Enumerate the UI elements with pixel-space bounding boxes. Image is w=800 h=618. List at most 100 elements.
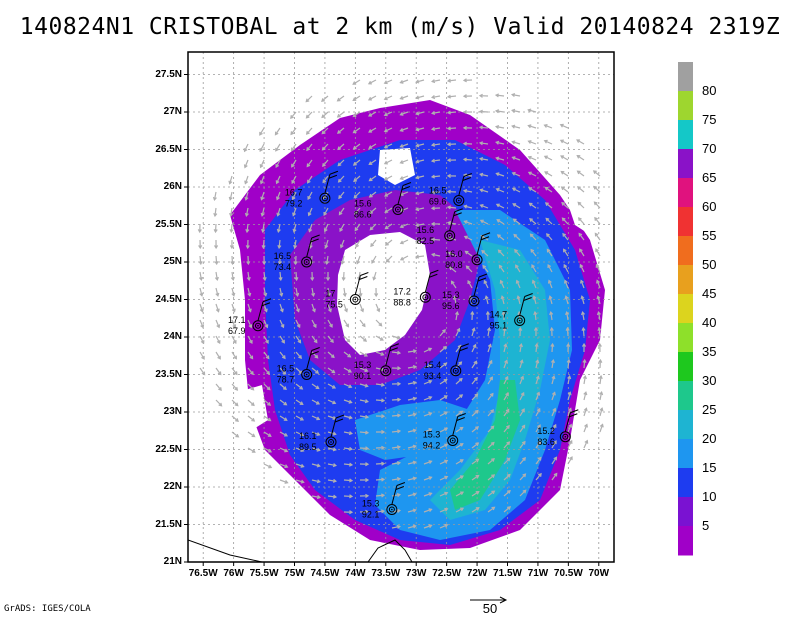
wind-arrow <box>510 92 521 98</box>
wind-arrow <box>501 310 506 321</box>
wind-arrow <box>383 159 393 165</box>
wind-arrow <box>215 287 220 297</box>
wind-arrow <box>439 443 449 449</box>
wind-arrow <box>446 189 457 194</box>
wind-arrow <box>372 271 377 281</box>
lat-tick-label: 23N <box>163 406 182 417</box>
wind-arrow <box>519 489 527 497</box>
wind-arrow <box>479 204 489 209</box>
wind-arrow <box>277 255 283 266</box>
wind-arrow <box>511 156 521 161</box>
colorbar-swatch <box>678 294 693 324</box>
wind-arrow <box>359 303 365 313</box>
wind-barb <box>328 174 338 179</box>
wind-arrow <box>487 490 496 497</box>
wind-arrow <box>198 239 203 250</box>
wind-arrow <box>482 264 489 273</box>
wind-arrow <box>430 95 441 100</box>
station-temp-label: 17.2 <box>393 286 411 296</box>
wind-arrow <box>231 383 239 391</box>
wind-arrow <box>322 159 329 167</box>
wind-arrow <box>262 255 267 266</box>
wind-arrow <box>311 319 317 329</box>
wind-barb <box>459 347 468 352</box>
wind-barb <box>310 238 319 243</box>
wind-arrow <box>295 479 305 484</box>
wind-arrow <box>384 191 393 197</box>
wind-arrow <box>561 217 569 225</box>
lat-tick-label: 24.5N <box>155 293 182 305</box>
colorbar-swatch <box>678 468 693 498</box>
wind-arrow <box>339 223 345 233</box>
wind-arrow <box>471 327 476 337</box>
wind-arrow <box>368 191 377 198</box>
wind-arrow <box>563 263 569 273</box>
wind-barb <box>453 212 462 217</box>
coastline-south <box>367 539 413 562</box>
wind-arrow <box>446 94 457 99</box>
wind-arrow <box>307 207 313 217</box>
wind-arrow <box>263 367 271 375</box>
wind-arrow <box>543 155 553 161</box>
station-rh-label: 89.5 <box>299 442 317 452</box>
station-rh-label: 79.2 <box>285 198 303 208</box>
wind-arrow <box>391 477 402 482</box>
wind-arrow <box>513 233 521 241</box>
wind-barb-staff <box>424 273 431 293</box>
wind-arrow <box>295 415 305 421</box>
wind-arrow <box>359 367 369 373</box>
wind-arrow <box>560 155 569 161</box>
wind-arrow <box>565 310 570 321</box>
wind-arrow <box>295 303 300 313</box>
station-rh-label: 95.1 <box>490 321 508 331</box>
wind-arrow <box>471 343 477 353</box>
wind-arrow <box>527 171 537 177</box>
wind-arrow <box>446 173 457 178</box>
wind-barb <box>477 277 487 282</box>
wind-arrow <box>292 207 297 217</box>
wind-arrow <box>471 409 479 417</box>
wind-arrow <box>546 233 553 241</box>
station-temp-label: 17.1 <box>228 315 246 325</box>
wind-arrow <box>535 472 542 481</box>
colorbar-label: 65 <box>702 170 717 185</box>
wind-barb <box>311 234 320 239</box>
wind-barb-staff <box>564 412 571 432</box>
wind-arrow <box>597 342 602 353</box>
wind-arrow <box>215 367 222 376</box>
wind-arrow <box>576 170 585 177</box>
wind-arrow <box>455 475 464 481</box>
station-temp-label: 15.3 <box>442 290 460 300</box>
wind-arrow <box>368 175 377 182</box>
wind-barb-staff <box>391 485 398 505</box>
wind-barb <box>460 343 469 348</box>
wind-arrow <box>247 431 256 438</box>
wind-arrow <box>359 446 370 451</box>
station-temp-label: 16.5 <box>277 364 295 374</box>
wind-arrow <box>560 170 569 177</box>
wind-arrow <box>375 429 386 435</box>
wind-arrow <box>391 461 402 466</box>
wind-arrow <box>247 367 254 376</box>
wind-arrow <box>423 444 433 449</box>
lon-tick-label: 74.5W <box>310 568 340 579</box>
wind-arrow <box>343 462 354 467</box>
wind-barb <box>478 273 488 278</box>
wind-barb-staff <box>449 211 456 231</box>
wind-arrow <box>423 476 433 481</box>
wind-arrow <box>487 376 493 385</box>
wind-arrow <box>562 248 569 257</box>
wind-arrow <box>494 109 505 114</box>
wind-arrow <box>323 223 329 233</box>
wind-arrow <box>567 456 573 465</box>
wind-arrow <box>262 271 267 282</box>
wind-arrow <box>358 287 363 298</box>
wind-arrow <box>199 335 205 345</box>
wind-arrow <box>353 175 361 183</box>
wind-arrow <box>343 431 353 436</box>
wind-arrow <box>343 494 354 499</box>
wind-arrow <box>212 191 217 201</box>
colorbar-swatch <box>678 265 693 295</box>
colorbar-label: 40 <box>702 315 717 330</box>
